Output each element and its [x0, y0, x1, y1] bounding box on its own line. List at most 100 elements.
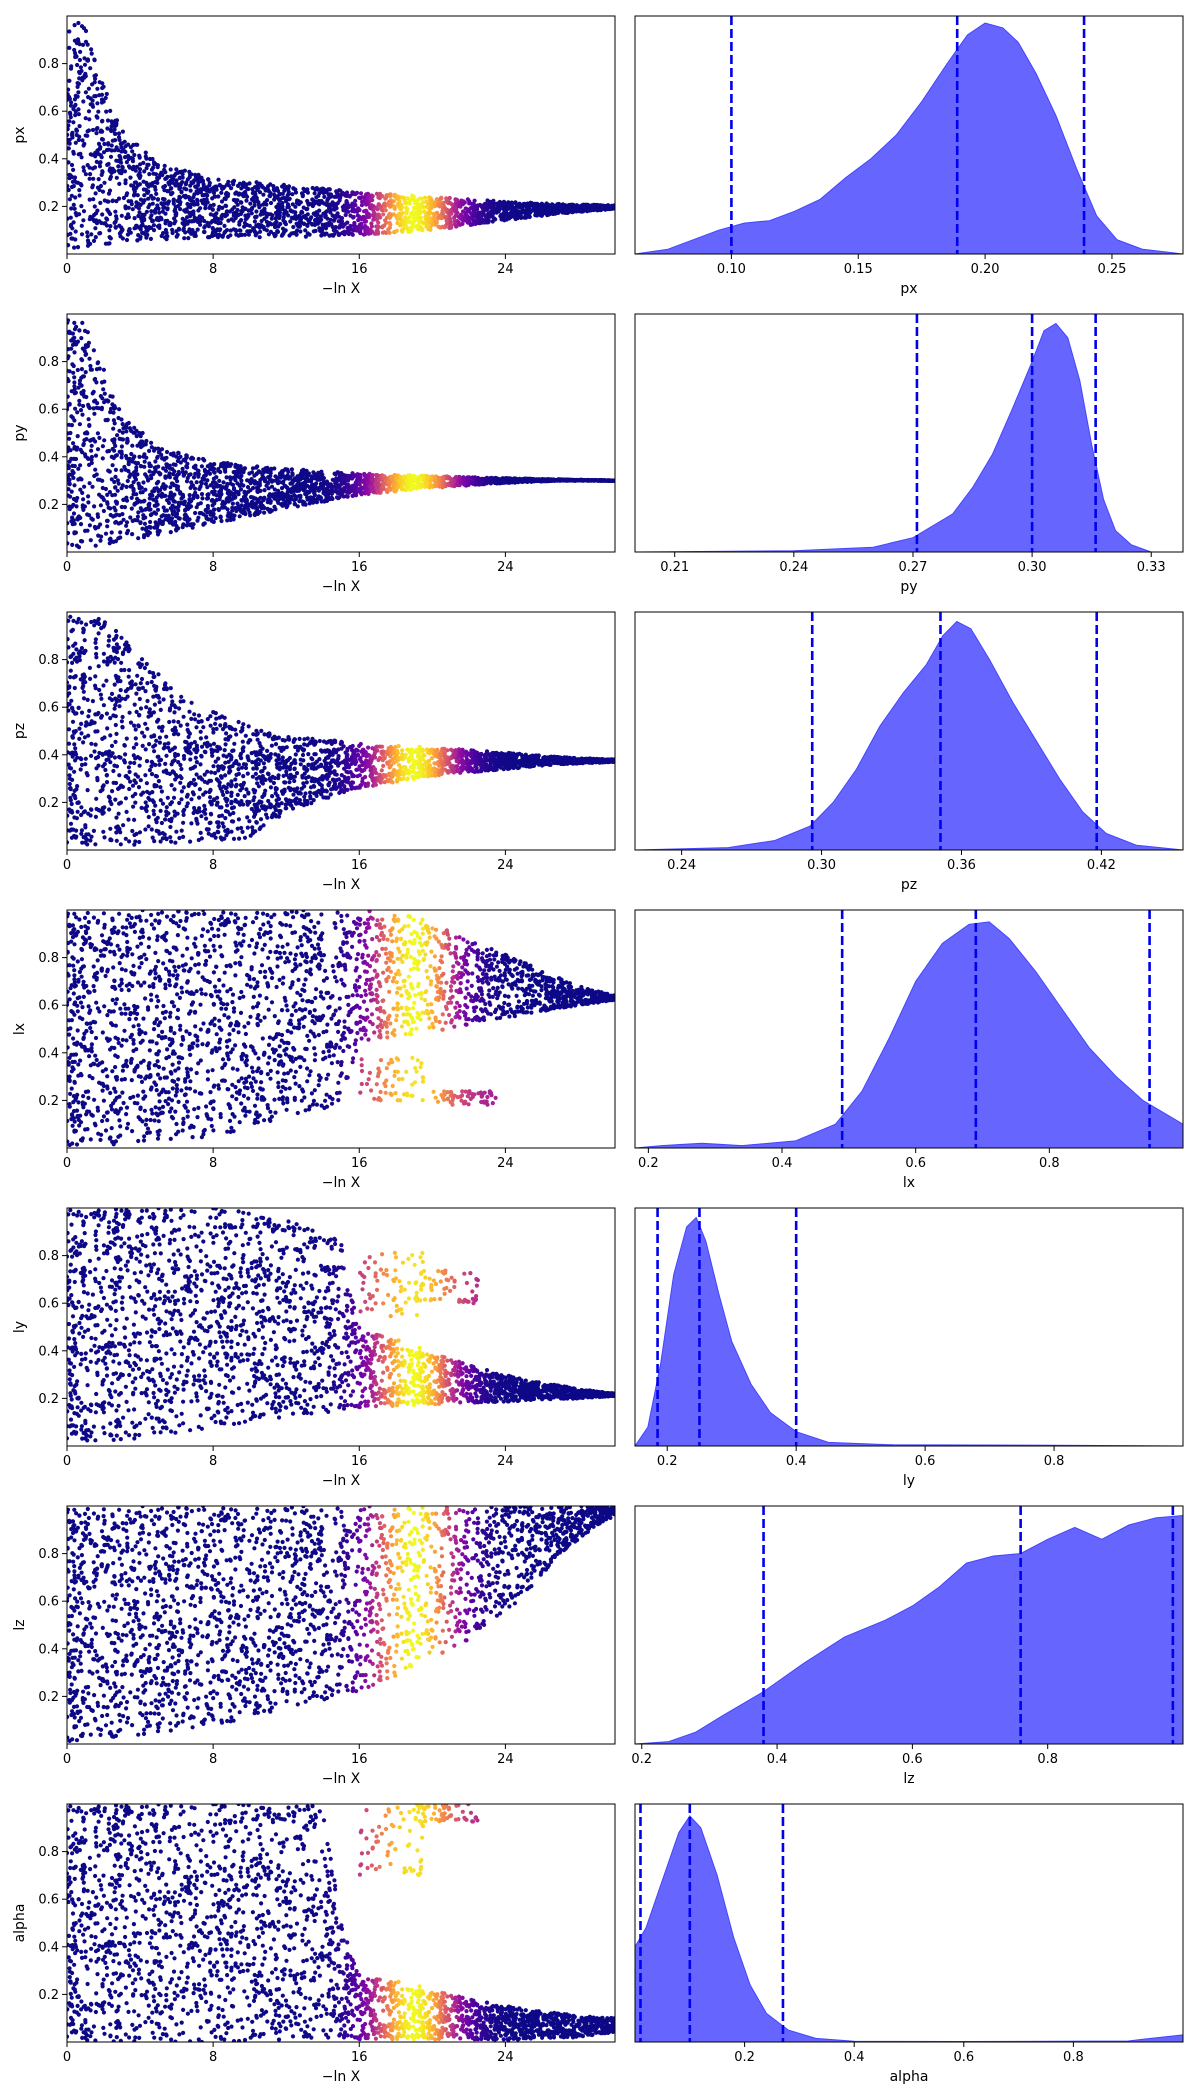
scatter-point — [293, 484, 298, 489]
scatter-point — [230, 482, 236, 487]
scatter-point — [160, 209, 165, 214]
scatter-point — [281, 215, 286, 220]
scatter-point — [312, 493, 317, 498]
scatter-point — [361, 232, 366, 237]
scatter-point — [77, 398, 82, 403]
scatter-point — [177, 194, 182, 199]
scatter-point — [409, 197, 414, 202]
scatter-point — [192, 215, 197, 220]
scatter-point — [100, 485, 105, 491]
scatter-point — [323, 491, 328, 496]
scatter-point — [364, 192, 369, 197]
scatter-point — [243, 189, 248, 195]
scatter-point — [85, 330, 90, 335]
scatter-point — [132, 430, 137, 435]
scatter-point — [88, 214, 93, 219]
scatter-point — [114, 216, 119, 221]
scatter-point — [205, 503, 210, 509]
scatter-point — [118, 160, 124, 165]
scatter-point — [429, 476, 434, 482]
scatter-point — [512, 200, 518, 205]
scatter-point — [192, 192, 197, 197]
scatter-point — [202, 218, 207, 224]
scatter-point — [216, 207, 221, 212]
scatter-point — [136, 213, 141, 219]
scatter-point — [73, 53, 78, 58]
scatter-point — [388, 487, 393, 492]
scatter-point — [350, 227, 355, 232]
scatter-point — [72, 387, 77, 392]
scatter-point — [387, 230, 392, 235]
scatter-point — [313, 217, 318, 222]
scatter-point — [344, 494, 349, 499]
scatter-point — [328, 482, 333, 487]
scatter-point — [242, 505, 248, 510]
scatter-point — [329, 203, 334, 208]
scatter-point — [71, 167, 76, 172]
scatter-point — [102, 391, 107, 396]
scatter-point — [243, 511, 248, 517]
scatter-point — [73, 113, 78, 118]
scatter-point — [96, 177, 101, 182]
scatter-point — [138, 490, 143, 495]
scatter-point — [350, 190, 355, 195]
scatter-point — [67, 530, 71, 536]
scatter-point — [261, 202, 266, 207]
scatter-point — [241, 483, 246, 488]
scatter-point — [539, 213, 544, 218]
scatter-point — [138, 499, 144, 504]
density-area — [635, 22, 1183, 254]
scatter-point — [98, 145, 103, 150]
scatter-point — [118, 530, 123, 535]
scatter-point — [80, 374, 85, 379]
scatter-point — [195, 227, 200, 232]
scatter-point — [290, 478, 295, 483]
scatter-point — [527, 208, 532, 213]
scatter-point — [178, 207, 183, 212]
scatter-point — [482, 207, 487, 212]
scatter-point — [103, 241, 108, 246]
scatter-point — [199, 492, 205, 497]
scatter-point — [140, 214, 145, 219]
scatter-point — [471, 218, 476, 223]
scatter-point — [231, 197, 236, 203]
scatter-point — [217, 182, 222, 188]
scatter-point — [305, 472, 310, 477]
scatter-point — [360, 490, 366, 495]
scatter-point — [486, 218, 491, 223]
scatter-point — [184, 187, 189, 192]
scatter-point — [90, 183, 95, 188]
scatter-point — [408, 473, 413, 478]
scatter-point — [213, 212, 218, 217]
scatter-point — [67, 232, 70, 237]
scatter-point — [82, 484, 87, 489]
scatter-point — [254, 180, 259, 185]
scatter-point — [77, 76, 82, 81]
scatter-point — [193, 471, 198, 476]
scatter-point — [352, 208, 358, 213]
scatter-point — [128, 472, 133, 477]
scatter-point — [153, 469, 158, 474]
scatter-point — [369, 203, 374, 208]
scatter-point — [73, 140, 78, 145]
scatter-point — [101, 508, 106, 514]
scatter-point — [470, 222, 475, 227]
scatter-point — [214, 497, 219, 503]
scatter-point — [79, 155, 84, 160]
scatter-point — [117, 407, 122, 412]
scatter-point — [127, 426, 132, 431]
scatter-point — [130, 532, 135, 537]
scatter-point — [132, 425, 137, 430]
scatter-point — [107, 537, 112, 542]
scatter-point — [71, 220, 76, 225]
scatter-point — [252, 219, 257, 224]
scatter-point — [142, 452, 147, 457]
scatter-point — [142, 193, 147, 198]
scatter-point — [184, 180, 189, 185]
scatter-point — [122, 169, 128, 174]
scatter-point — [138, 434, 143, 439]
scatter-point — [366, 491, 371, 496]
scatter-point — [268, 500, 273, 505]
scatter-point — [488, 209, 493, 214]
scatter-point — [185, 461, 190, 466]
